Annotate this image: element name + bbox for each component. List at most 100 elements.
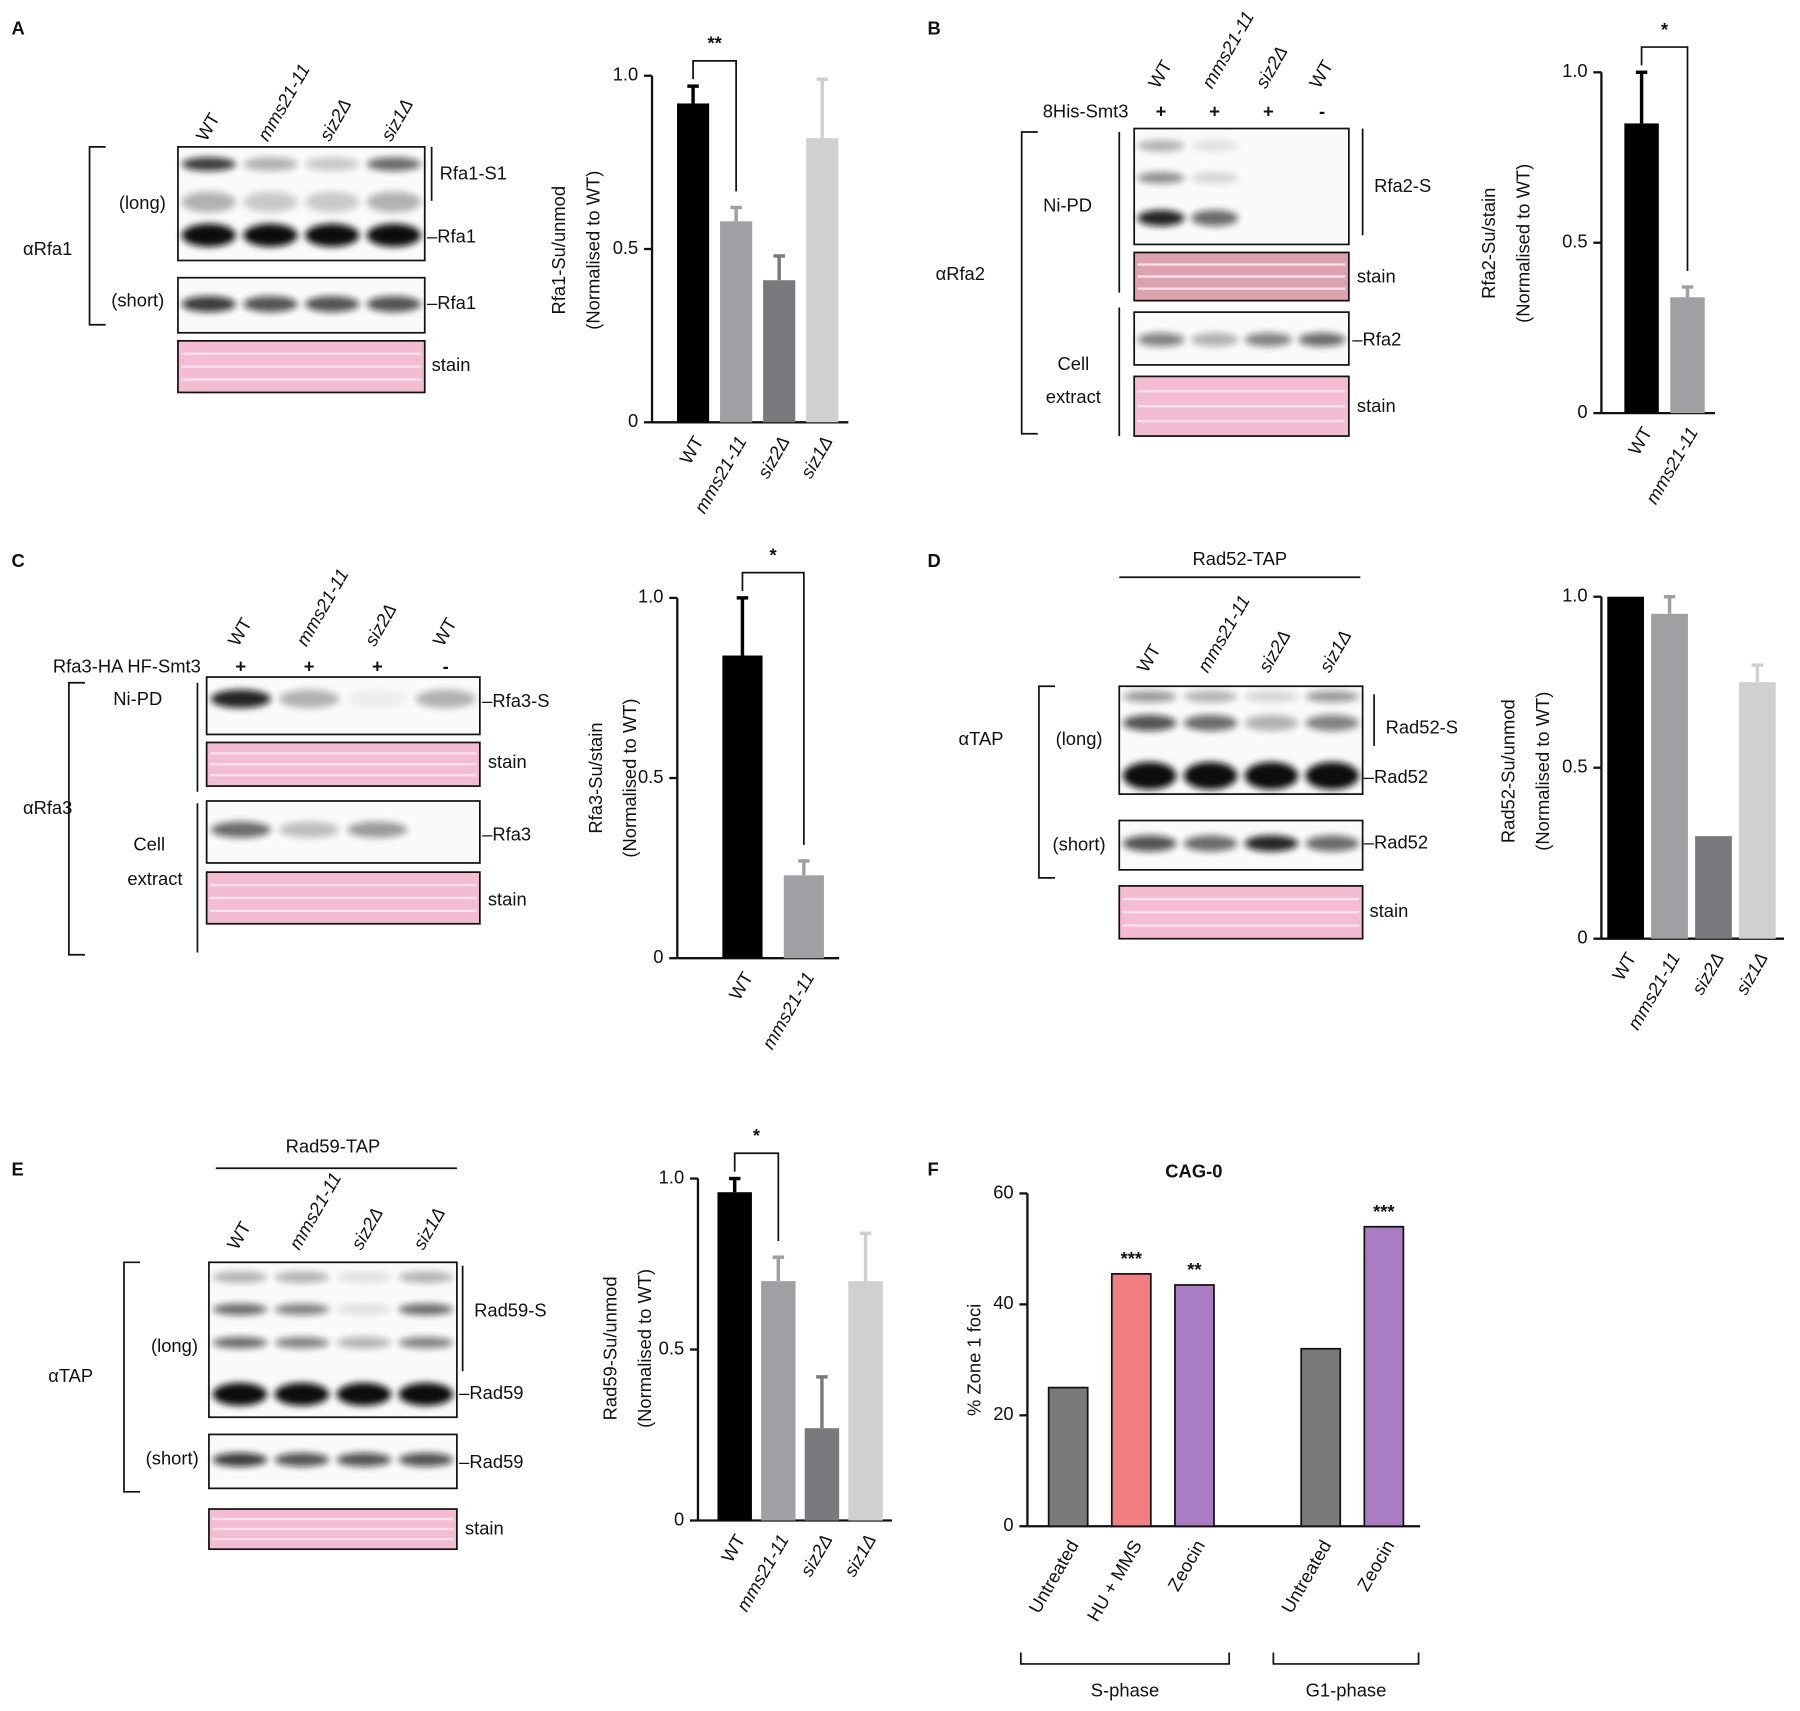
band-label: –Rad59 xyxy=(459,1451,523,1472)
panel-label: A xyxy=(11,18,24,39)
lane-label: WT xyxy=(1132,641,1164,676)
lane-label: siz2Δ xyxy=(315,95,356,144)
band xyxy=(1122,835,1177,852)
antibody-label: αRfa2 xyxy=(936,263,985,284)
band xyxy=(181,223,236,247)
x-tick-label: WT xyxy=(717,1530,749,1565)
band xyxy=(212,1303,268,1316)
bracket xyxy=(1038,685,1055,879)
band xyxy=(212,1336,268,1349)
sign: + xyxy=(1209,100,1220,121)
y-tick-label: 0 xyxy=(628,410,638,431)
x-tick-label: WT xyxy=(1608,949,1640,984)
bar xyxy=(1607,596,1645,939)
band xyxy=(1191,140,1239,152)
lane-label: siz2Δ xyxy=(1251,42,1292,91)
header-label: Rad59-TAP xyxy=(286,1135,381,1156)
x-tick-label: siz1Δ xyxy=(839,1530,880,1579)
y-tick-label: 1.0 xyxy=(613,64,639,85)
band xyxy=(1183,714,1238,731)
bar xyxy=(761,1281,796,1521)
band xyxy=(1183,690,1238,703)
significance-label: * xyxy=(1661,19,1669,40)
construct-label: 8His-Smt3 xyxy=(1043,100,1129,121)
bar xyxy=(1300,1347,1342,1528)
band xyxy=(1137,210,1185,227)
band xyxy=(181,296,236,313)
y-tick-label: 0 xyxy=(1577,401,1587,422)
band xyxy=(415,689,476,709)
band xyxy=(279,689,340,709)
band xyxy=(1137,172,1185,184)
bar xyxy=(763,280,796,423)
band xyxy=(398,1303,454,1316)
band xyxy=(347,689,408,709)
x-tick-label: HU + MMS xyxy=(1083,1536,1146,1625)
y-axis-label: (Normalised to WT) xyxy=(582,171,603,330)
x-tick-label: siz2Δ xyxy=(796,1530,837,1579)
construct-label: Rfa3-HA HF-Smt3 xyxy=(53,656,201,677)
band xyxy=(1191,172,1239,184)
bar xyxy=(1624,123,1659,414)
bar xyxy=(677,103,710,423)
band xyxy=(336,1336,392,1349)
band xyxy=(1305,690,1359,703)
band-label: –Rad59 xyxy=(459,1382,523,1403)
bar xyxy=(1047,1386,1089,1528)
x-tick-label: siz2Δ xyxy=(1687,949,1728,998)
band xyxy=(210,821,271,838)
lane-label: WT xyxy=(223,614,255,649)
lane-label: WT xyxy=(1144,56,1176,91)
band xyxy=(366,296,422,313)
lane-label: mms21-11 xyxy=(1197,7,1258,91)
y-tick-label: 1.0 xyxy=(659,1166,685,1187)
band xyxy=(1298,332,1346,347)
x-tick-label: Zeocin xyxy=(1353,1536,1399,1594)
lane-label: siz2Δ xyxy=(346,1204,387,1253)
exposure-label: (long) xyxy=(1056,728,1103,749)
band xyxy=(336,1382,392,1406)
significance-label: *** xyxy=(1121,1248,1143,1269)
lane-label: mms21-11 xyxy=(253,60,314,144)
band xyxy=(212,1452,268,1467)
band xyxy=(1191,210,1239,227)
y-axis-label: Rad52-Su/unmod xyxy=(1497,699,1518,843)
fraction-label: Ni-PD xyxy=(1043,194,1092,215)
significance-label: * xyxy=(770,544,778,565)
band xyxy=(181,157,236,171)
sign: + xyxy=(1263,100,1274,121)
group-bracket xyxy=(1272,1652,1420,1665)
band xyxy=(366,191,422,213)
band xyxy=(1244,761,1299,790)
bar xyxy=(722,655,763,959)
lane-label: mms21-11 xyxy=(292,565,353,649)
y-axis-label: Rfa2-Su/stain xyxy=(1478,188,1499,299)
band xyxy=(336,1452,392,1467)
lane-label: mms21-11 xyxy=(284,1169,345,1253)
y-tick-label: 0 xyxy=(674,1508,684,1529)
y-axis-label: Rfa3-Su/stain xyxy=(585,722,606,833)
sign: + xyxy=(304,656,315,677)
x-tick-label: siz1Δ xyxy=(796,432,837,481)
y-tick-label: 1.0 xyxy=(638,586,664,607)
band xyxy=(398,1382,454,1406)
significance-bracket xyxy=(733,1152,780,1242)
band xyxy=(212,1271,268,1283)
band-label: Rfa1-S1 xyxy=(440,162,507,183)
x-tick-label: mms21-11 xyxy=(758,968,819,1052)
band xyxy=(1305,714,1359,731)
x-tick-label: Untreated xyxy=(1024,1536,1083,1616)
bracket xyxy=(88,146,106,326)
fraction-label: Cell xyxy=(1058,353,1090,374)
lane-label: WT xyxy=(191,109,223,144)
band xyxy=(1244,690,1299,703)
bar xyxy=(1363,1225,1405,1528)
bar xyxy=(1651,613,1688,939)
band-label: Rad52-S xyxy=(1386,717,1458,738)
band-label: –Rad52 xyxy=(1364,831,1428,852)
band-label: stain xyxy=(488,889,527,910)
exposure-label: (long) xyxy=(151,1335,198,1356)
y-axis-label: (Normalised to WT) xyxy=(619,698,640,857)
chart-title: CAG-0 xyxy=(1165,1161,1222,1182)
y-axis-label: Rfa1-Su/unmod xyxy=(548,186,569,315)
